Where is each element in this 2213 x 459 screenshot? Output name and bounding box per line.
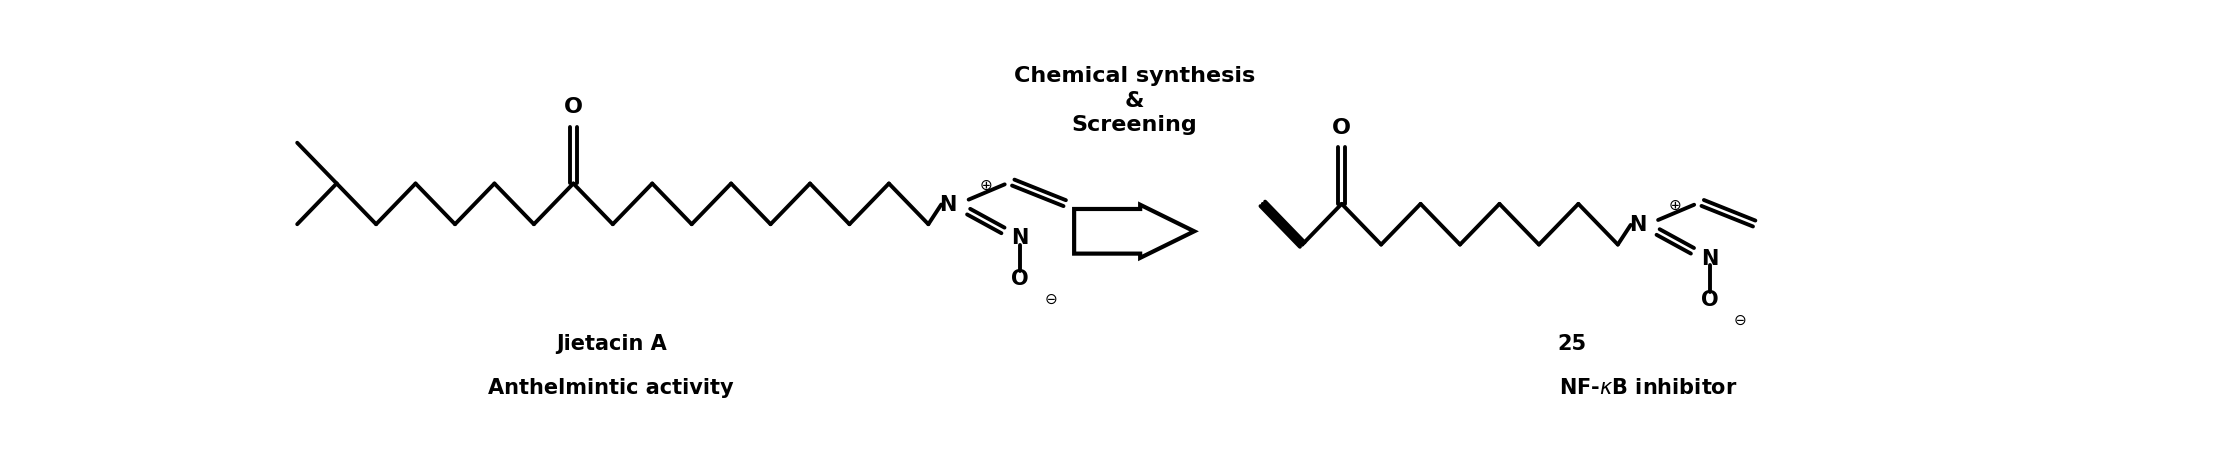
Text: NF-$\kappa$B inhibitor: NF-$\kappa$B inhibitor (1560, 377, 1737, 397)
Text: O: O (564, 97, 582, 117)
Text: ⊕: ⊕ (1669, 198, 1682, 213)
Text: N: N (1702, 248, 1717, 268)
Text: Jietacin A: Jietacin A (555, 333, 666, 353)
Text: O: O (1702, 289, 1717, 309)
Text: N: N (1629, 215, 1646, 235)
Text: ⊖: ⊖ (1045, 291, 1058, 307)
Text: O: O (1332, 118, 1352, 137)
Text: N: N (938, 195, 956, 214)
Text: ⊖: ⊖ (1735, 312, 1746, 327)
Text: Chemical synthesis
&
Screening: Chemical synthesis & Screening (1014, 66, 1255, 135)
Text: Anthelmintic activity: Anthelmintic activity (489, 377, 735, 397)
Text: 25: 25 (1558, 333, 1587, 353)
Text: O: O (1011, 269, 1029, 289)
Text: N: N (1011, 228, 1029, 248)
Text: ⊕: ⊕ (980, 178, 991, 192)
